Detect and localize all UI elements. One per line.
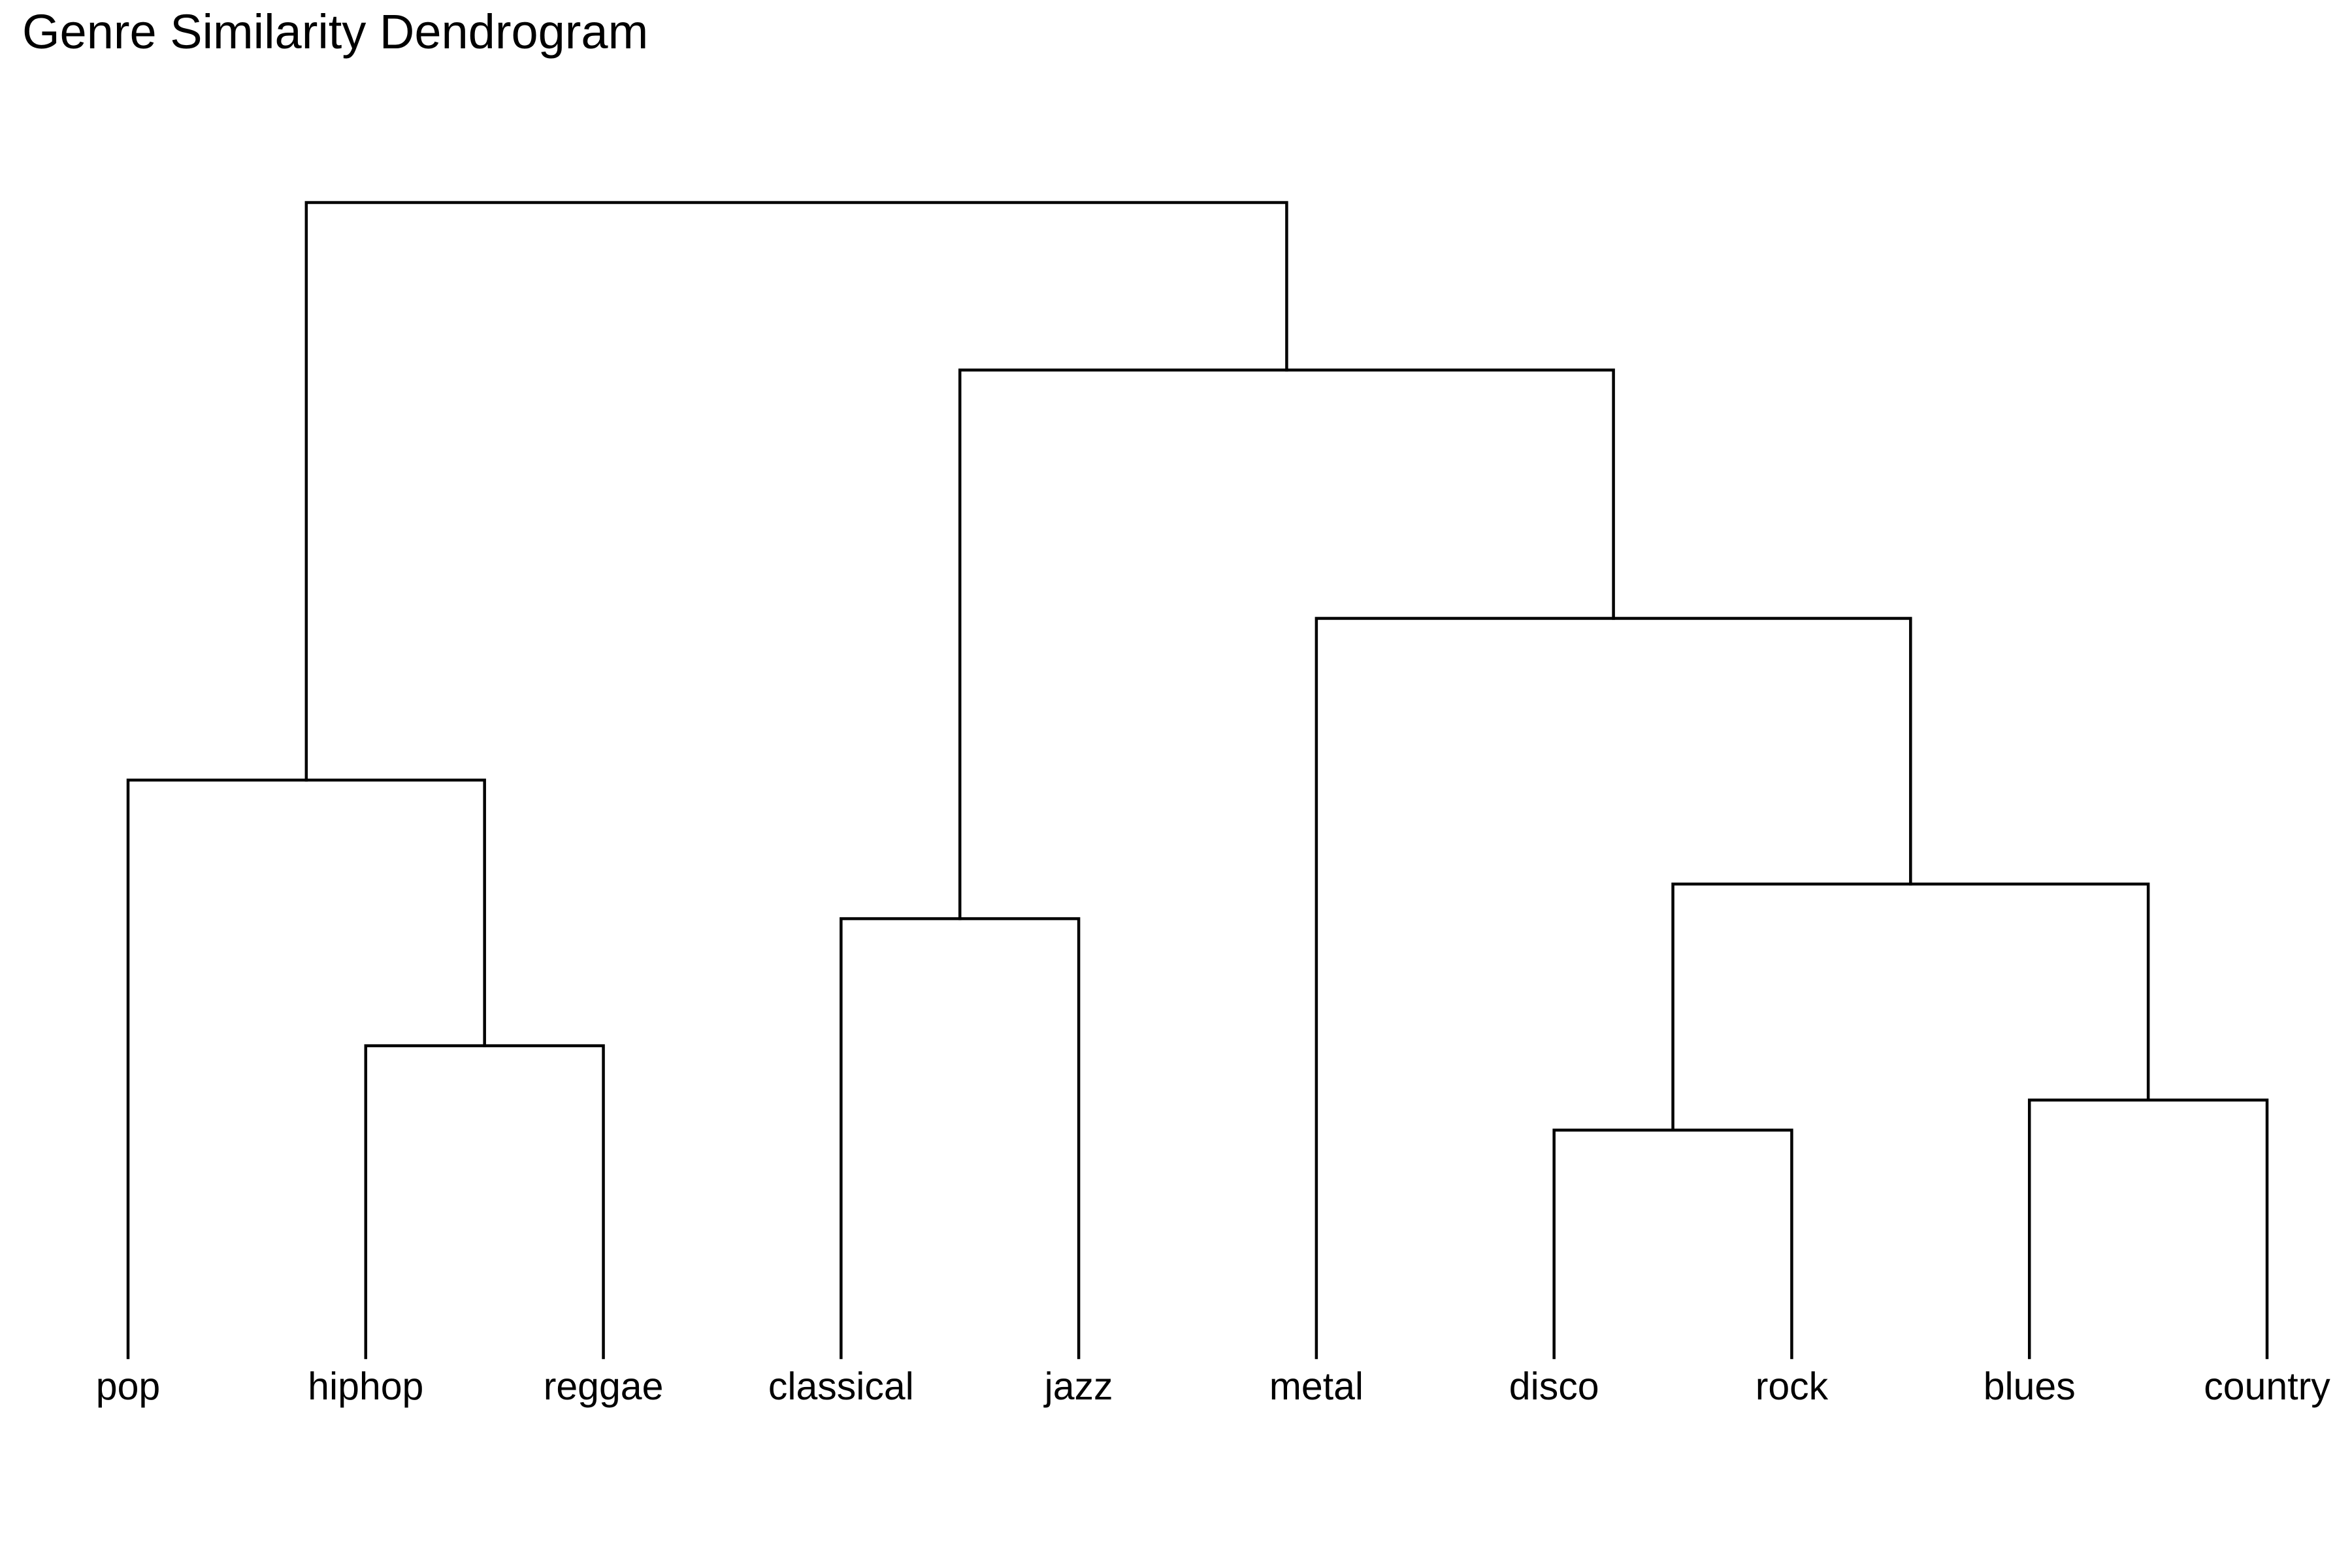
branch-merge-2: [126, 778, 486, 1360]
leaf-label-disco: disco: [1509, 1365, 1599, 1408]
branch-merge-8: [958, 368, 1615, 921]
leaf-labels: pop hiphop reggae classical jazz metal disco ro…: [96, 1365, 2330, 1408]
branch-merge-1: [364, 1044, 605, 1360]
branch-merge-6: [1671, 882, 2150, 1132]
leaf-label-rock: rock: [1756, 1365, 1829, 1408]
branch-merge-5: [2027, 1098, 2269, 1360]
branch-merge-4: [1552, 1128, 1793, 1360]
leaf-label-classical: classical: [768, 1365, 914, 1408]
branch-merge-9: [304, 201, 1288, 782]
chart-title: Genre Similarity Dendrogram: [22, 5, 648, 59]
branch-merge-7: [1315, 617, 1912, 1360]
leaf-label-blues: blues: [1984, 1365, 2076, 1408]
leaf-label-pop: pop: [96, 1365, 160, 1408]
branch-merge-3: [840, 917, 1081, 1360]
leaf-label-country: country: [2204, 1365, 2330, 1408]
leaf-label-metal: metal: [1269, 1365, 1364, 1408]
leaf-label-reggae: reggae: [544, 1365, 664, 1408]
leaf-label-hiphop: hiphop: [308, 1365, 423, 1408]
dendrogram-branches: [126, 201, 2269, 1360]
leaf-label-jazz: jazz: [1043, 1365, 1113, 1408]
